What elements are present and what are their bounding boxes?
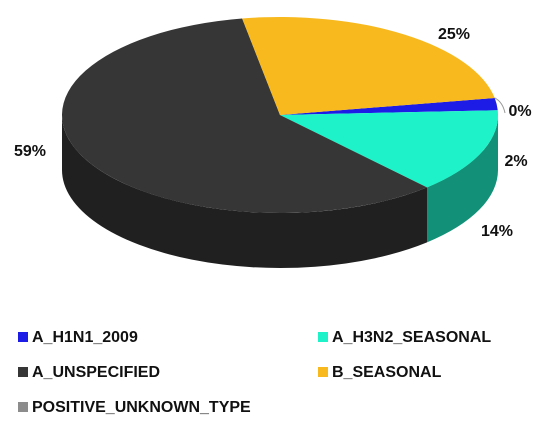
legend-label: POSITIVE_UNKNOWN_TYPE (32, 399, 251, 416)
legend-swatch (18, 367, 28, 377)
legend-swatch (318, 332, 328, 342)
leader-line (494, 97, 506, 114)
legend-swatch (18, 332, 28, 342)
legend-swatch (18, 402, 28, 412)
legend-label: A_UNSPECIFIED (32, 364, 160, 381)
legend-label: A_H1N1_2009 (32, 329, 138, 346)
legend-label: B_SEASONAL (332, 364, 442, 381)
value-label: 14% (481, 223, 513, 240)
pie-slice (242, 17, 495, 116)
legend-swatch (318, 367, 328, 377)
value-label: 25% (438, 26, 470, 43)
pie-side (62, 115, 427, 268)
legend-label: A_H3N2_SEASONAL (332, 329, 491, 346)
pie-slice (280, 110, 499, 188)
pie-side (426, 115, 498, 243)
value-label: 0% (508, 103, 531, 120)
value-label: 2% (504, 153, 527, 170)
pie-slice (280, 97, 498, 115)
value-label: 59% (14, 143, 46, 160)
pie-slice (61, 18, 427, 214)
